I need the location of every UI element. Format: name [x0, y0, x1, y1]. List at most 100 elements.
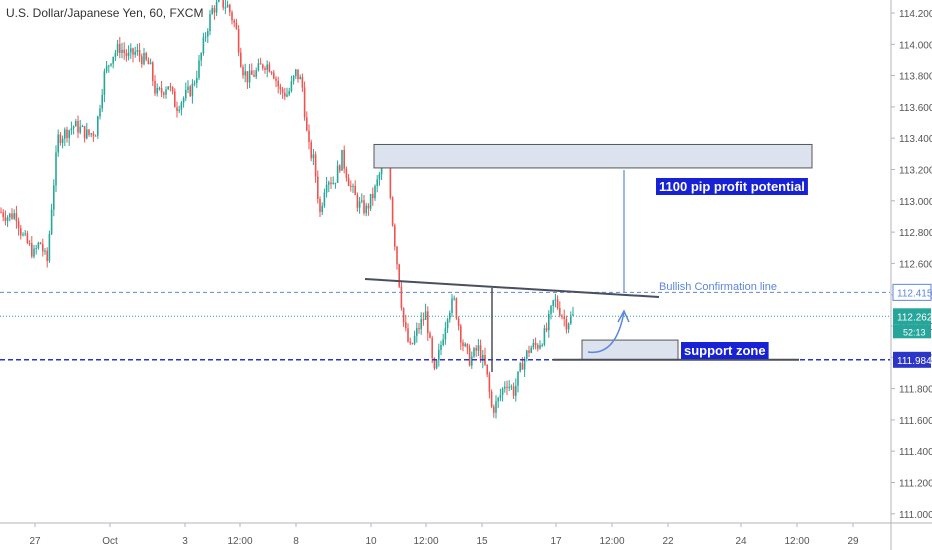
- candle: [235, 18, 238, 30]
- candle-body: [39, 242, 42, 245]
- y-tick-label: 112.800: [899, 228, 932, 239]
- candle: [33, 244, 35, 259]
- candle: [330, 176, 332, 189]
- candle-body: [477, 345, 480, 351]
- candle-body: [321, 205, 323, 213]
- candle: [334, 182, 337, 189]
- candle-body: [288, 91, 290, 95]
- candle-body: [402, 307, 405, 323]
- candle-body: [317, 176, 319, 200]
- candle: [332, 176, 334, 185]
- candle: [369, 193, 372, 212]
- candle-body: [277, 80, 279, 87]
- candle-body: [64, 129, 66, 139]
- candle: [163, 91, 165, 99]
- candle-body: [433, 357, 436, 369]
- candle-body: [526, 350, 528, 359]
- candle-body: [189, 86, 191, 97]
- candle: [537, 343, 539, 352]
- candle-body: [171, 87, 174, 92]
- candle-body: [374, 185, 376, 199]
- candle: [158, 86, 161, 91]
- candle: [154, 75, 156, 96]
- candle: [499, 388, 502, 402]
- support-price-badge-bg: [893, 351, 931, 368]
- candle-body: [391, 197, 394, 226]
- candle-body: [297, 69, 299, 80]
- candle: [2, 209, 4, 222]
- candle-body: [11, 213, 13, 219]
- candle-body: [460, 325, 462, 343]
- candle-body: [554, 299, 557, 301]
- candle: [341, 149, 343, 171]
- candle: [191, 79, 194, 104]
- candle-body: [475, 348, 477, 351]
- candle-body: [24, 233, 26, 235]
- candle-body: [559, 308, 561, 316]
- y-tick-label: 111.000: [899, 510, 932, 521]
- candle: [94, 134, 97, 137]
- candle-body: [31, 243, 33, 257]
- candle-body: [123, 49, 125, 53]
- candle-body: [191, 83, 194, 97]
- candle-body: [295, 69, 297, 76]
- target-zone-rect: [373, 143, 813, 169]
- candle: [53, 179, 55, 217]
- candle: [475, 345, 477, 357]
- candle-body: [193, 83, 196, 85]
- candle: [314, 151, 317, 183]
- x-tick-label: 17: [550, 536, 562, 547]
- candle-body: [53, 185, 55, 210]
- candle-body: [180, 102, 183, 110]
- candle-body: [413, 335, 416, 344]
- last-price-badge-bg: [893, 308, 931, 325]
- candle-body: [88, 129, 90, 135]
- candle-body: [499, 394, 502, 398]
- candle: [77, 115, 79, 139]
- projection-arrow-head: [617, 309, 630, 323]
- candle-body: [213, 8, 216, 13]
- candle-body: [422, 319, 425, 321]
- candle: [103, 68, 106, 103]
- candle: [233, 18, 235, 28]
- candle: [312, 148, 315, 165]
- y-tick-label: 113.400: [899, 134, 932, 145]
- candle: [160, 80, 163, 98]
- candle: [24, 229, 26, 237]
- candle-body: [325, 184, 328, 193]
- candle-body: [110, 63, 112, 66]
- candle: [246, 71, 249, 89]
- candle-body: [398, 264, 400, 287]
- candle-body: [548, 313, 550, 331]
- candle-body: [328, 182, 330, 185]
- candle-body: [35, 247, 37, 249]
- x-tick-label: 27: [29, 536, 41, 547]
- candle-body: [132, 48, 134, 55]
- x-tick-label: 24: [735, 536, 747, 547]
- candle: [187, 80, 189, 94]
- candle: [134, 46, 136, 58]
- candle: [75, 118, 77, 127]
- candle: [416, 322, 418, 343]
- candle-body: [136, 49, 139, 52]
- candle: [567, 322, 570, 334]
- candle: [28, 240, 31, 247]
- candle: [39, 241, 42, 245]
- candle-body: [330, 182, 332, 184]
- candle: [418, 322, 420, 334]
- candle: [429, 331, 431, 339]
- candle-body: [28, 243, 31, 245]
- candle-body: [72, 126, 75, 129]
- candle-body: [46, 250, 48, 261]
- candle-body: [97, 116, 99, 136]
- y-tick-label: 114.000: [899, 40, 932, 51]
- candle-body: [2, 212, 4, 218]
- candle-body: [517, 371, 519, 386]
- candle-body: [215, 1, 218, 13]
- candle-body: [431, 337, 433, 358]
- candle: [347, 173, 350, 187]
- candle-body: [125, 52, 128, 57]
- candle: [196, 70, 198, 88]
- candle-body: [262, 64, 264, 69]
